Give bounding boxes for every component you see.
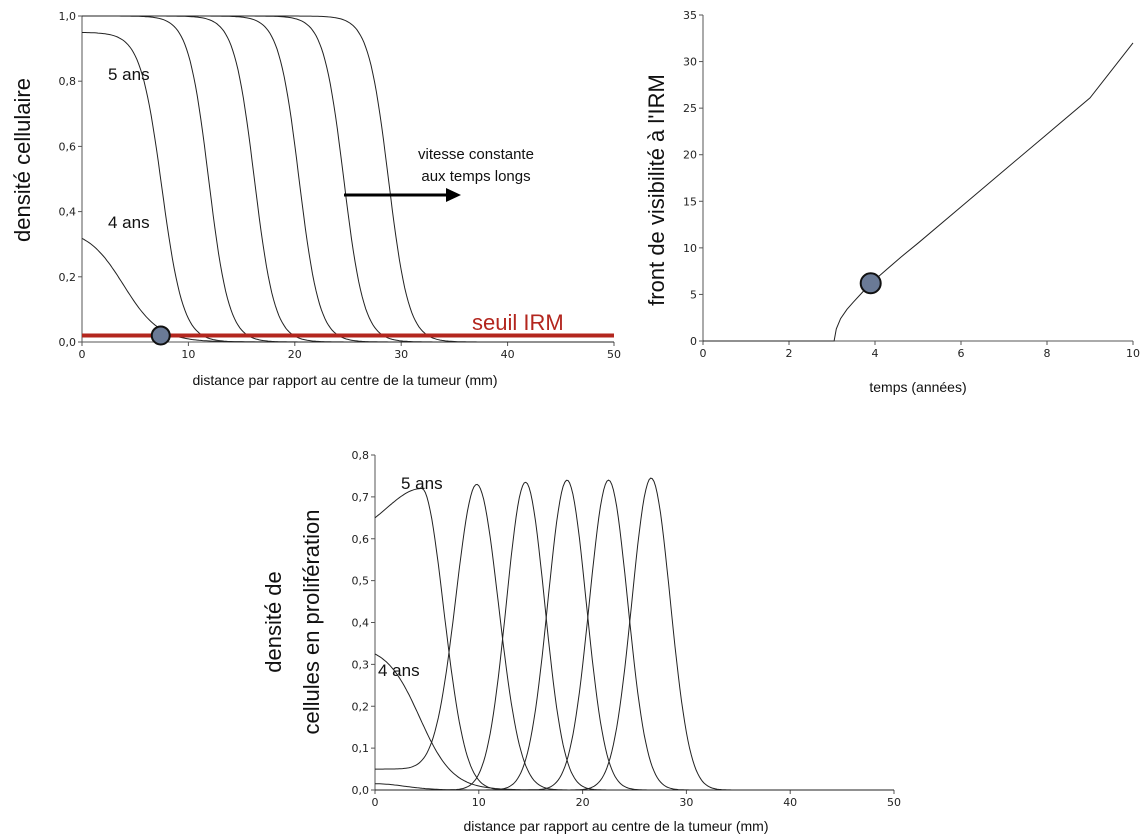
density-ytick-label: 0,6 — [59, 140, 77, 153]
front-axes: 0 2 4 6 8 10 0 5 10 15 20 25 30 35 — [683, 9, 1140, 360]
threshold-label: seuil IRM — [472, 310, 564, 335]
prolif-ytick-label: 0,6 — [352, 533, 370, 546]
density-curve-7 — [82, 15, 614, 343]
prolif-ytick-label: 0,1 — [352, 742, 370, 755]
density-xtick-label: 10 — [181, 348, 195, 361]
density-xtick-label: 30 — [394, 348, 408, 361]
prolif-xtick-label: 10 — [472, 796, 486, 809]
front-xtick-label: 6 — [958, 347, 965, 360]
threshold-marker — [150, 325, 171, 346]
density-xtick-label: 40 — [501, 348, 515, 361]
front-ytick-label: 10 — [683, 242, 697, 255]
density-y-label: densité cellulaire — [10, 78, 35, 242]
note-line-1: vitesse constante — [418, 146, 534, 163]
front-ytick-label: 5 — [690, 288, 697, 301]
front-marker — [859, 272, 882, 295]
prolif-xtick-label: 30 — [679, 796, 693, 809]
density-ytick-label: 0,4 — [59, 206, 77, 219]
front-xtick-label: 2 — [786, 347, 793, 360]
density-xtick-label: 50 — [607, 348, 621, 361]
front-xtick-label: 4 — [872, 347, 879, 360]
prolif-five-years-label: 5 ans — [401, 474, 443, 493]
prolif-curve-6 — [375, 479, 894, 791]
five-years-label: 5 ans — [108, 65, 150, 84]
prolif-four-years-label: 4 ans — [378, 661, 420, 680]
prolif-ytick-label: 0,2 — [352, 700, 370, 713]
prolif-axes: 0 10 20 30 40 50 0,0 0,1 0,2 0,3 0,4 0,5 0,6 0,7 0,8 — [352, 449, 902, 809]
prolif-curves — [374, 477, 894, 791]
prolif-xtick-label: 40 — [783, 796, 797, 809]
four-years-label: 4 ans — [108, 213, 150, 232]
note-line-2: aux temps longs — [421, 168, 530, 185]
front-x-label: temps (années) — [869, 379, 966, 395]
prolif-ytick-label: 0,0 — [352, 784, 370, 797]
prolif-ticks: 0 10 20 30 40 50 0,0 0,1 0,2 0,3 0,4 0,5 0,6 0,7 0,8 — [352, 449, 902, 809]
front-y-label: front de visibilité à l'IRM — [644, 74, 669, 306]
prolif-curve-5 — [375, 481, 894, 791]
density-curve-6 — [82, 15, 614, 343]
front-line — [703, 42, 1134, 342]
prolif-curve-2 — [374, 653, 894, 791]
prolif-y-label-line-1: densité de — [261, 571, 286, 673]
prolif-curve-3 — [374, 488, 894, 791]
prolif-ytick-label: 0,5 — [352, 575, 370, 588]
density-curves — [81, 15, 614, 343]
density-curve-5 — [82, 15, 614, 343]
prolif-curve-7 — [375, 479, 894, 791]
prolif-ytick-label: 0,7 — [352, 491, 370, 504]
density-curve-2 — [82, 32, 614, 343]
prolif-ytick-label: 0,8 — [352, 449, 370, 462]
density-ytick-label: 0,0 — [59, 336, 77, 349]
front-ytick-label: 20 — [683, 149, 697, 162]
front-ytick-label: 0 — [690, 335, 697, 348]
front-ytick-label: 35 — [683, 9, 697, 22]
prolif-panel: 0 10 20 30 40 50 0,0 0,1 0,2 0,3 0,4 0,5 0,6 0,7 0,8 d… — [261, 449, 901, 834]
density-axes: 0 10 20 30 40 50 0,0 0,2 0,4 0,6 0,8 1,0 — [59, 10, 622, 361]
front-ytick-label: 25 — [683, 102, 697, 115]
density-curve-3 — [82, 15, 614, 343]
density-ytick-label: 0,8 — [59, 75, 77, 88]
front-ticks: 0 2 4 6 8 10 0 5 10 15 20 25 30 35 — [683, 9, 1140, 360]
prolif-curve-4 — [375, 483, 894, 791]
prolif-xtick-label: 0 — [372, 796, 379, 809]
density-xtick-label: 20 — [288, 348, 302, 361]
front-panel: 0 2 4 6 8 10 0 5 10 15 20 25 30 35 temps (années) fro… — [644, 9, 1140, 395]
density-panel: 0 10 20 30 40 50 0,0 0,2 0,4 0,6 0,8 1,0 distance p… — [10, 10, 621, 388]
front-xtick-label: 10 — [1126, 347, 1140, 360]
front-xtick-label: 8 — [1044, 347, 1051, 360]
prolif-x-label: distance par rapport au centre de la tum… — [463, 818, 768, 834]
prolif-ytick-label: 0,4 — [352, 617, 370, 630]
prolif-curve-8 — [375, 477, 894, 791]
front-xtick-label: 0 — [700, 347, 707, 360]
density-xtick-label: 0 — [79, 348, 86, 361]
prolif-y-label-line-2: cellules en prolifération — [299, 509, 324, 734]
density-x-label: distance par rapport au centre de la tum… — [192, 372, 497, 388]
front-ytick-label: 15 — [683, 195, 697, 208]
density-ytick-label: 1,0 — [59, 10, 77, 23]
density-curve-4 — [82, 15, 614, 343]
prolif-xtick-label: 20 — [576, 796, 590, 809]
prolif-xtick-label: 50 — [887, 796, 901, 809]
front-ytick-label: 30 — [683, 56, 697, 69]
density-ytick-label: 0,2 — [59, 271, 77, 284]
density-ticks: 0 10 20 30 40 50 0,0 0,2 0,4 0,6 0,8 1,0 — [59, 10, 622, 361]
prolif-ytick-label: 0,3 — [352, 658, 370, 671]
note-arrow — [344, 188, 461, 202]
